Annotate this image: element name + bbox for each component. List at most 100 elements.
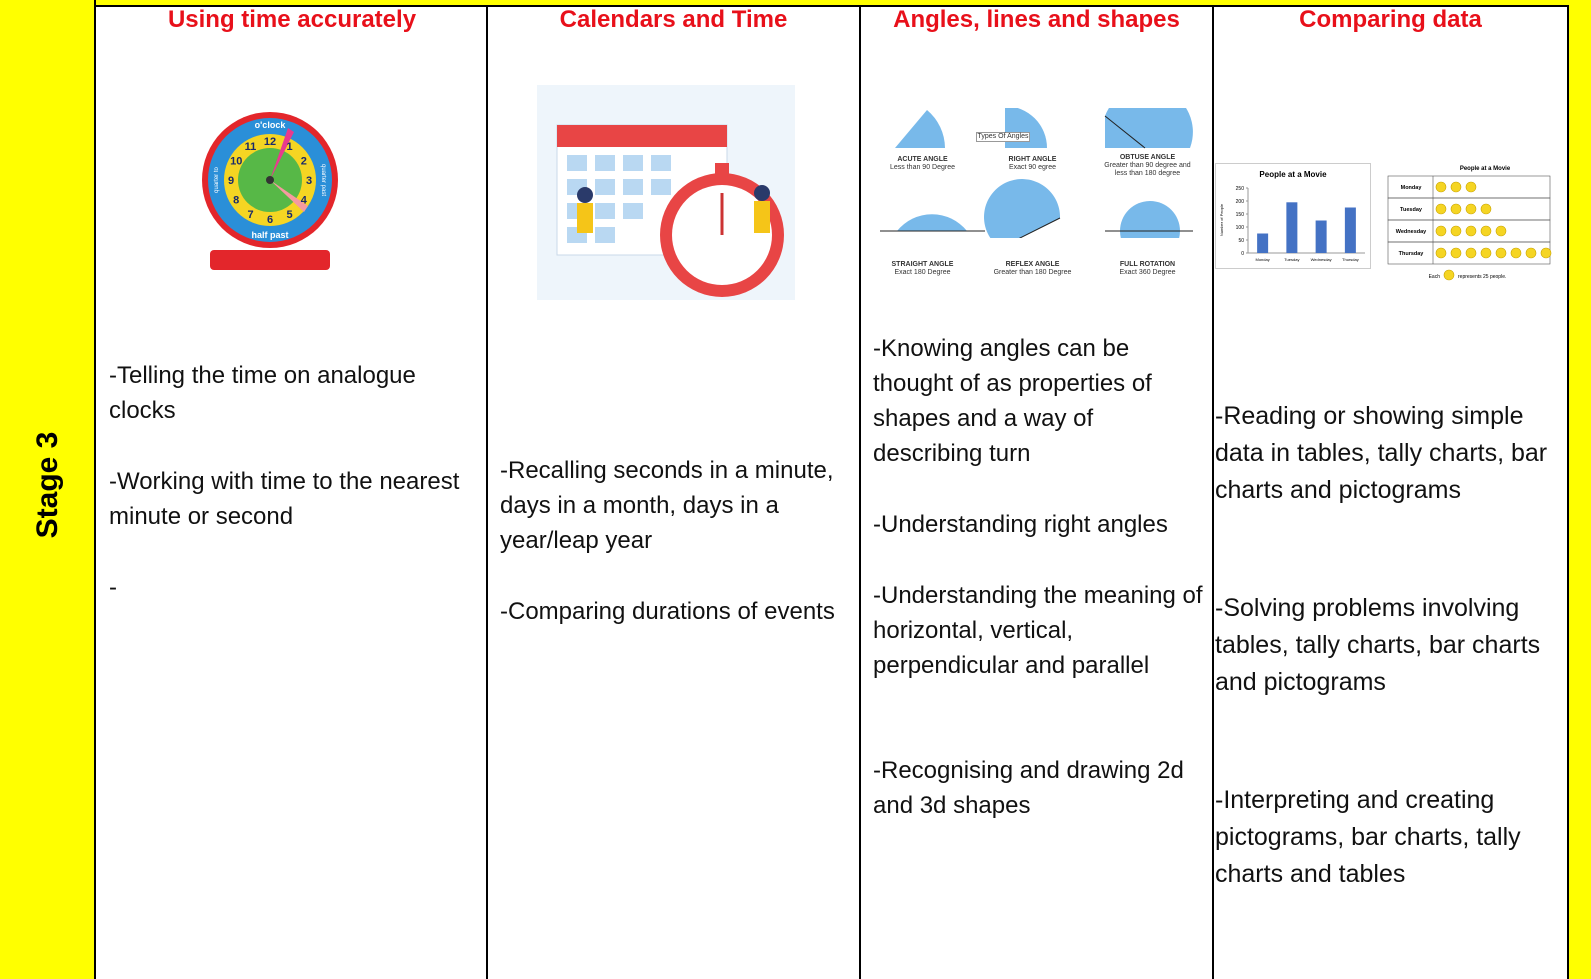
y-tick-label: 100 [1236,225,1245,231]
smiley [1450,203,1462,215]
item: -Reading or showing simple data in table… [1215,402,1548,504]
angle-desc: Greater than 180 Degree [993,269,1072,276]
angles-image: Types Of Angles ACUTE ANGLE Less than 90 … [875,108,1195,293]
column-title: Using time accurately [167,6,417,33]
row-label: Thursday [1399,251,1425,257]
smiley [1435,181,1447,193]
clock-number: 5 [286,209,292,221]
clock-number: 10 [230,156,242,168]
item: -Recognising and drawing 2d and 3d shape… [873,757,1184,819]
x-tick-label: Wednesday [1311,257,1332,262]
x-tick-label: Monday [1256,257,1270,262]
column-title: Angles, lines and shapes [893,6,1180,33]
divider [486,5,488,979]
row-label: Monday [1401,185,1423,191]
stage-column [0,0,96,979]
row-label: Tuesday [1400,207,1423,213]
column-title: Calendars and Time [559,6,788,33]
smiley [1495,225,1507,237]
angle-caption: ACUTE ANGLE Less than 90 Degree [875,156,970,172]
chart-title: People at a Movie [1460,166,1511,172]
smiley [1540,247,1552,259]
angle-desc: Exact 180 Degree [894,269,951,276]
minute-hand [270,128,294,180]
smiley [1435,203,1447,215]
angle-name: ACUTE ANGLE [897,156,948,163]
angle-name: RIGHT ANGLE [1008,156,1057,163]
y-tick-label: 250 [1236,186,1245,192]
bar [1344,207,1356,253]
clock-label: half past [251,230,288,240]
item: - [109,574,117,601]
x-tick-label: Tuesday [1284,257,1299,262]
smiley [1480,203,1492,215]
angle-desc: Exact 360 Degree [1119,269,1176,276]
key-label: represents 25 people. [1458,274,1506,280]
clock-number: 11 [245,141,257,153]
calendar-cells [567,155,671,243]
clock-number: 2 [301,156,307,168]
smiley [1435,247,1447,259]
row-label: Wednesday [1396,229,1427,235]
axis-label: Number of People [1219,203,1224,236]
key-smiley [1443,269,1455,281]
item: -Understanding right angles [873,511,1168,538]
smiley [1510,247,1522,259]
clock-number: 6 [267,214,273,226]
smiley [1450,181,1462,193]
smiley [1495,247,1507,259]
smiley [1480,247,1492,259]
stopwatch-button [715,163,729,175]
angle-name: STRAIGHT ANGLE [891,261,954,268]
top-band [0,0,1591,7]
angle-caption: STRAIGHT ANGLE Exact 180 Degree [875,261,970,277]
smiley [1450,247,1462,259]
bar [1315,220,1327,253]
person [754,185,770,201]
smiley [1525,247,1537,259]
bar [1286,202,1298,253]
pictogram: People at a Movie Monday Tuesday Wednesday T… [1387,166,1552,281]
divider [859,5,861,979]
angle-shapes [880,108,1193,238]
tag: Types Of Angles [976,132,1030,142]
smiley [1480,225,1492,237]
angle-caption: REFLEX ANGLE Greater than 180 Degree [985,261,1080,277]
calendar-header [557,125,727,147]
angle-name: FULL ROTATION [1119,261,1176,268]
item: -Telling the time on analogue clocks [109,362,416,424]
item: -Working with time to the nearest minute… [109,468,460,530]
x-tick-label: Thursday [1342,257,1359,262]
clock-stand [210,250,330,270]
item: -Interpreting and creating pictograms, b… [1215,786,1521,888]
person [754,201,770,233]
item: -Recalling seconds in a minute, days in … [500,457,834,554]
clock-number: 3 [306,175,312,187]
divider [1567,5,1569,979]
clock-number: 4 [301,195,308,207]
divider [1212,5,1214,979]
clock-number: 8 [233,195,239,207]
clock-number: 12 [264,136,276,148]
calendar-image [537,85,795,300]
angle-name: REFLEX ANGLE [1005,261,1060,268]
clock-number: 9 [228,175,234,187]
clock-label: quarter to [214,166,220,192]
y-tick-label: 200 [1236,199,1245,205]
angle-desc: Less than 90 Degree [890,164,955,171]
hour-hand [270,180,308,212]
item: -Knowing angles can be thought of as pro… [873,335,1152,467]
smiley [1450,225,1462,237]
angle-name: OBTUSE ANGLE [1119,154,1176,161]
smiley [1435,225,1447,237]
angle-desc: Exact 90 egree [1008,164,1057,171]
bar-chart: People at a Movie Number of People 0 50 100 1… [1215,163,1371,269]
bar [1257,233,1269,253]
smiley [1465,181,1477,193]
clock-pin [266,176,274,184]
angle-caption: OBTUSE ANGLE Greater than 90 degree and l… [1100,154,1195,178]
stage-label: Stage 3 [31,431,64,539]
key-label: Each [1429,274,1441,280]
